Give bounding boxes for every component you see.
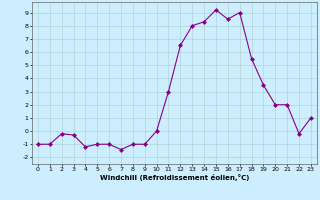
X-axis label: Windchill (Refroidissement éolien,°C): Windchill (Refroidissement éolien,°C) xyxy=(100,174,249,181)
